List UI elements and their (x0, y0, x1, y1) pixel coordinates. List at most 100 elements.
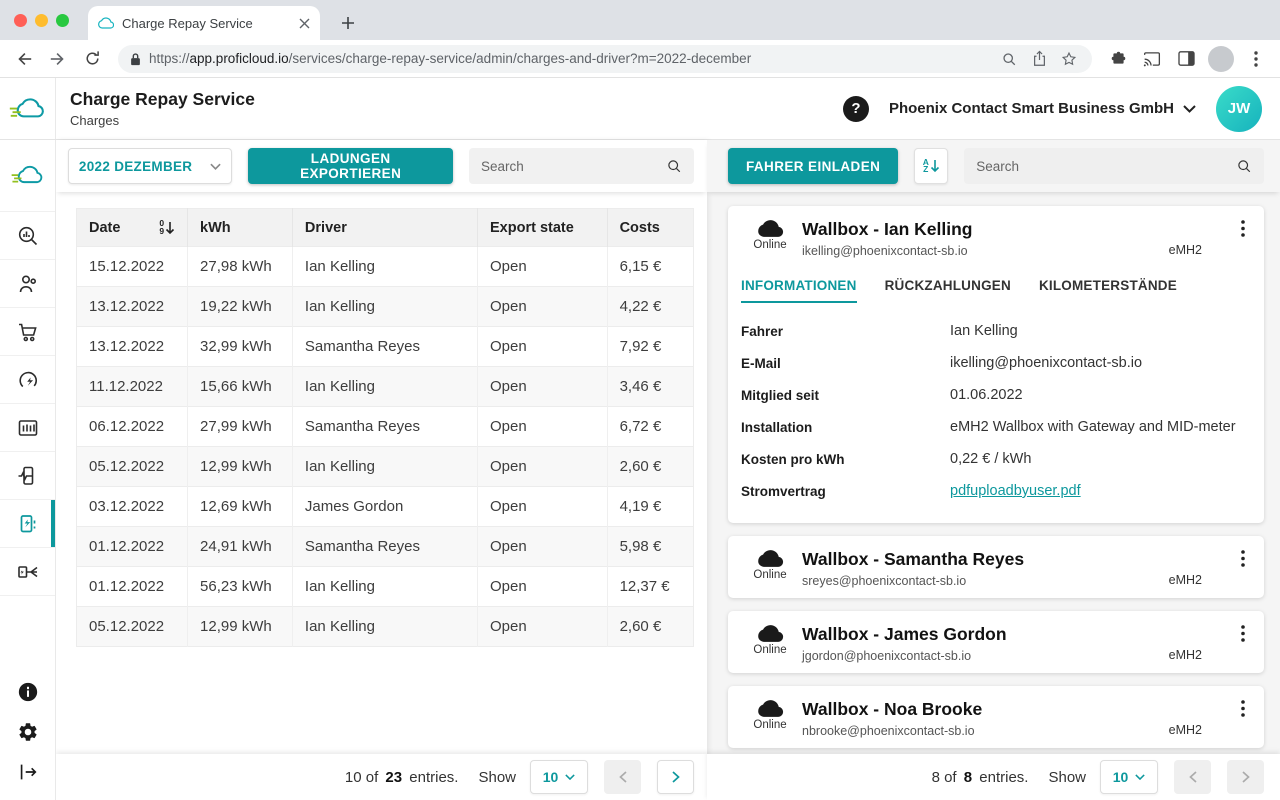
window-controls (14, 14, 69, 27)
sidebar-item-impulse-analytics[interactable] (0, 452, 55, 500)
wallbox-title: Wallbox - Ian Kelling (802, 219, 973, 239)
browser-menu-kebab-icon[interactable] (1242, 45, 1270, 73)
charges-search-input[interactable] (481, 158, 658, 174)
wallbox-card: Online Wallbox - Noa Brooke nbrooke@phoe… (728, 686, 1264, 748)
wallbox-card: Online Wallbox - Ian Kelling ikelling@ph… (728, 206, 1264, 523)
wallbox-email: sreyes@phoenixcontact-sb.io (802, 574, 967, 588)
sidebar-item-proficloud-home[interactable] (0, 140, 55, 212)
sidebar-item-connectors[interactable] (0, 548, 55, 596)
sidebar-item-info[interactable] (0, 672, 55, 712)
table-row[interactable]: 01.12.2022 56,23 kWh Ian Kelling Open 12,37 … (76, 566, 694, 607)
export-charges-button[interactable]: LADUNGEN EXPORTIEREN (248, 148, 453, 184)
table-row[interactable]: 13.12.2022 19,22 kWh Ian Kelling Open 4,22 € (76, 286, 694, 327)
month-selector-button[interactable]: 2022 DEZEMBER (68, 148, 233, 184)
previous-page-button[interactable] (604, 760, 641, 794)
sidebar-item-charge-repay[interactable] (0, 500, 55, 548)
table-row[interactable]: 01.12.2022 24,91 kWh Samantha Reyes Open 5,9… (76, 526, 694, 567)
sidebar-item-logout[interactable] (0, 752, 55, 792)
next-page-button[interactable] (657, 760, 694, 794)
wallbox-status: Online (742, 699, 798, 738)
wallbox-card-header[interactable]: Online Wallbox - James Gordon jgordon@ph… (728, 611, 1264, 673)
reload-icon[interactable] (78, 45, 106, 73)
page-size-select[interactable]: 10 (1100, 760, 1158, 794)
card-menu-kebab-icon[interactable] (1230, 620, 1256, 646)
logout-icon (17, 761, 39, 783)
cast-icon[interactable] (1138, 45, 1166, 73)
url-bar[interactable]: https://app.proficloud.io/services/charg… (118, 44, 1092, 73)
energy-gauge-icon (16, 368, 40, 392)
browser-profile-avatar[interactable] (1208, 45, 1234, 72)
wallbox-card-header[interactable]: Online Wallbox - Samantha Reyes sreyes@p… (728, 536, 1264, 598)
next-page-button[interactable] (1227, 760, 1264, 794)
browser-tab[interactable]: Charge Repay Service (88, 6, 320, 40)
side-panel-icon[interactable] (1172, 45, 1200, 73)
close-window-button[interactable] (14, 14, 27, 27)
new-tab-button[interactable] (334, 9, 362, 37)
wallbox-title: Wallbox - James Gordon (802, 624, 1007, 644)
sidebar-item-energy-management[interactable] (0, 356, 55, 404)
help-icon[interactable]: ? (842, 95, 869, 122)
share-icon[interactable] (1028, 45, 1050, 73)
charges-pagination: 10 of 23 entries. Show 10 (56, 754, 707, 800)
maximize-window-button[interactable] (56, 14, 69, 27)
tab-close-icon[interactable] (299, 18, 310, 29)
sidebar-item-metering[interactable] (0, 404, 55, 452)
card-menu-kebab-icon[interactable] (1230, 695, 1256, 721)
bookmark-star-icon[interactable] (1058, 45, 1080, 73)
minimize-window-button[interactable] (35, 14, 48, 27)
table-row[interactable]: 11.12.2022 15,66 kWh Ian Kelling Open 3,46 € (76, 366, 694, 407)
column-header-kwh[interactable]: kWh (187, 208, 293, 247)
wallbox-card-header[interactable]: Online Wallbox - Noa Brooke nbrooke@phoe… (728, 686, 1264, 748)
table-row[interactable]: 03.12.2022 12,69 kWh James Gordon Open 4,19 … (76, 486, 694, 527)
wallbox-card-header[interactable]: Online Wallbox - Ian Kelling ikelling@ph… (728, 206, 1264, 268)
column-header-export-state[interactable]: Export state (477, 208, 608, 247)
forward-icon[interactable] (44, 45, 72, 73)
drivers-pagination: 8 of 8 entries. Show 10 (707, 754, 1280, 800)
column-header-driver[interactable]: Driver (291, 208, 478, 247)
field-row-installation: Installation eMH2 Wallbox with Gateway a… (741, 419, 1236, 435)
chevron-down-icon (1183, 104, 1196, 113)
extensions-puzzle-icon[interactable] (1104, 45, 1132, 73)
status-label: Online (753, 719, 787, 731)
invite-driver-button[interactable]: FAHRER EINLADEN (728, 148, 899, 184)
sidebar-item-user-management[interactable] (0, 260, 55, 308)
tab-informationen[interactable]: INFORMATIONEN (741, 278, 857, 303)
contract-pdf-link[interactable]: pdfuploadbyuser.pdf (950, 483, 1081, 499)
card-menu-kebab-icon[interactable] (1230, 215, 1256, 241)
cloud-online-icon (757, 699, 784, 718)
tab-kilometerstaende[interactable]: KILOMETERSTÄNDE (1038, 278, 1177, 293)
table-row[interactable]: 13.12.2022 32,99 kWh Samantha Reyes Open 7,9… (76, 326, 694, 367)
organization-name: Phoenix Contact Smart Business GmbH (888, 100, 1174, 117)
sidebar-item-settings[interactable] (0, 712, 55, 752)
tab-favicon-cloud-icon (98, 17, 114, 29)
table-row[interactable]: 05.12.2022 12,99 kWh Ian Kelling Open 2,60 € (76, 446, 694, 487)
entries-count: 8 of 8 entries. (931, 768, 1029, 786)
table-row[interactable]: 15.12.2022 27,98 kWh Ian Kelling Open 6,15 € (76, 246, 694, 287)
previous-page-button[interactable] (1174, 760, 1211, 794)
device-pulse-icon (16, 464, 40, 488)
drivers-search-input[interactable] (976, 158, 1228, 174)
wallbox-email: jgordon@phoenixcontact-sb.io (802, 649, 972, 663)
user-avatar[interactable]: JW (1216, 85, 1262, 132)
wallbox-card-tabs: INFORMATIONEN RÜCKZAHLUNGEN KILOMETERSTÄ… (728, 268, 1264, 303)
wallbox-status: Online (742, 219, 798, 258)
back-icon[interactable] (10, 45, 38, 73)
organization-selector[interactable]: Phoenix Contact Smart Business GmbH (889, 100, 1196, 117)
tab-rueckzahlungen[interactable]: RÜCKZAHLUNGEN (884, 278, 1011, 293)
search-icon (1236, 158, 1252, 174)
sidebar-item-monitoring[interactable] (0, 212, 55, 260)
sidebar-item-marketplace[interactable] (0, 308, 55, 356)
page-size-select[interactable]: 10 (530, 760, 588, 794)
proficloud-logo-icon[interactable] (0, 78, 56, 139)
wallbox-model-badge: eMH2 (1168, 723, 1202, 737)
card-menu-kebab-icon[interactable] (1230, 545, 1256, 571)
table-row[interactable]: 05.12.2022 12,99 kWh Ian Kelling Open 2,60 € (76, 606, 694, 647)
charges-panel: 2022 DEZEMBER LADUNGEN EXPORTIEREN (56, 140, 707, 800)
column-header-costs[interactable]: Costs (606, 208, 694, 247)
table-row[interactable]: 06.12.2022 27,99 kWh Samantha Reyes Open 6,7… (76, 406, 694, 447)
zoom-page-icon[interactable] (998, 45, 1020, 73)
